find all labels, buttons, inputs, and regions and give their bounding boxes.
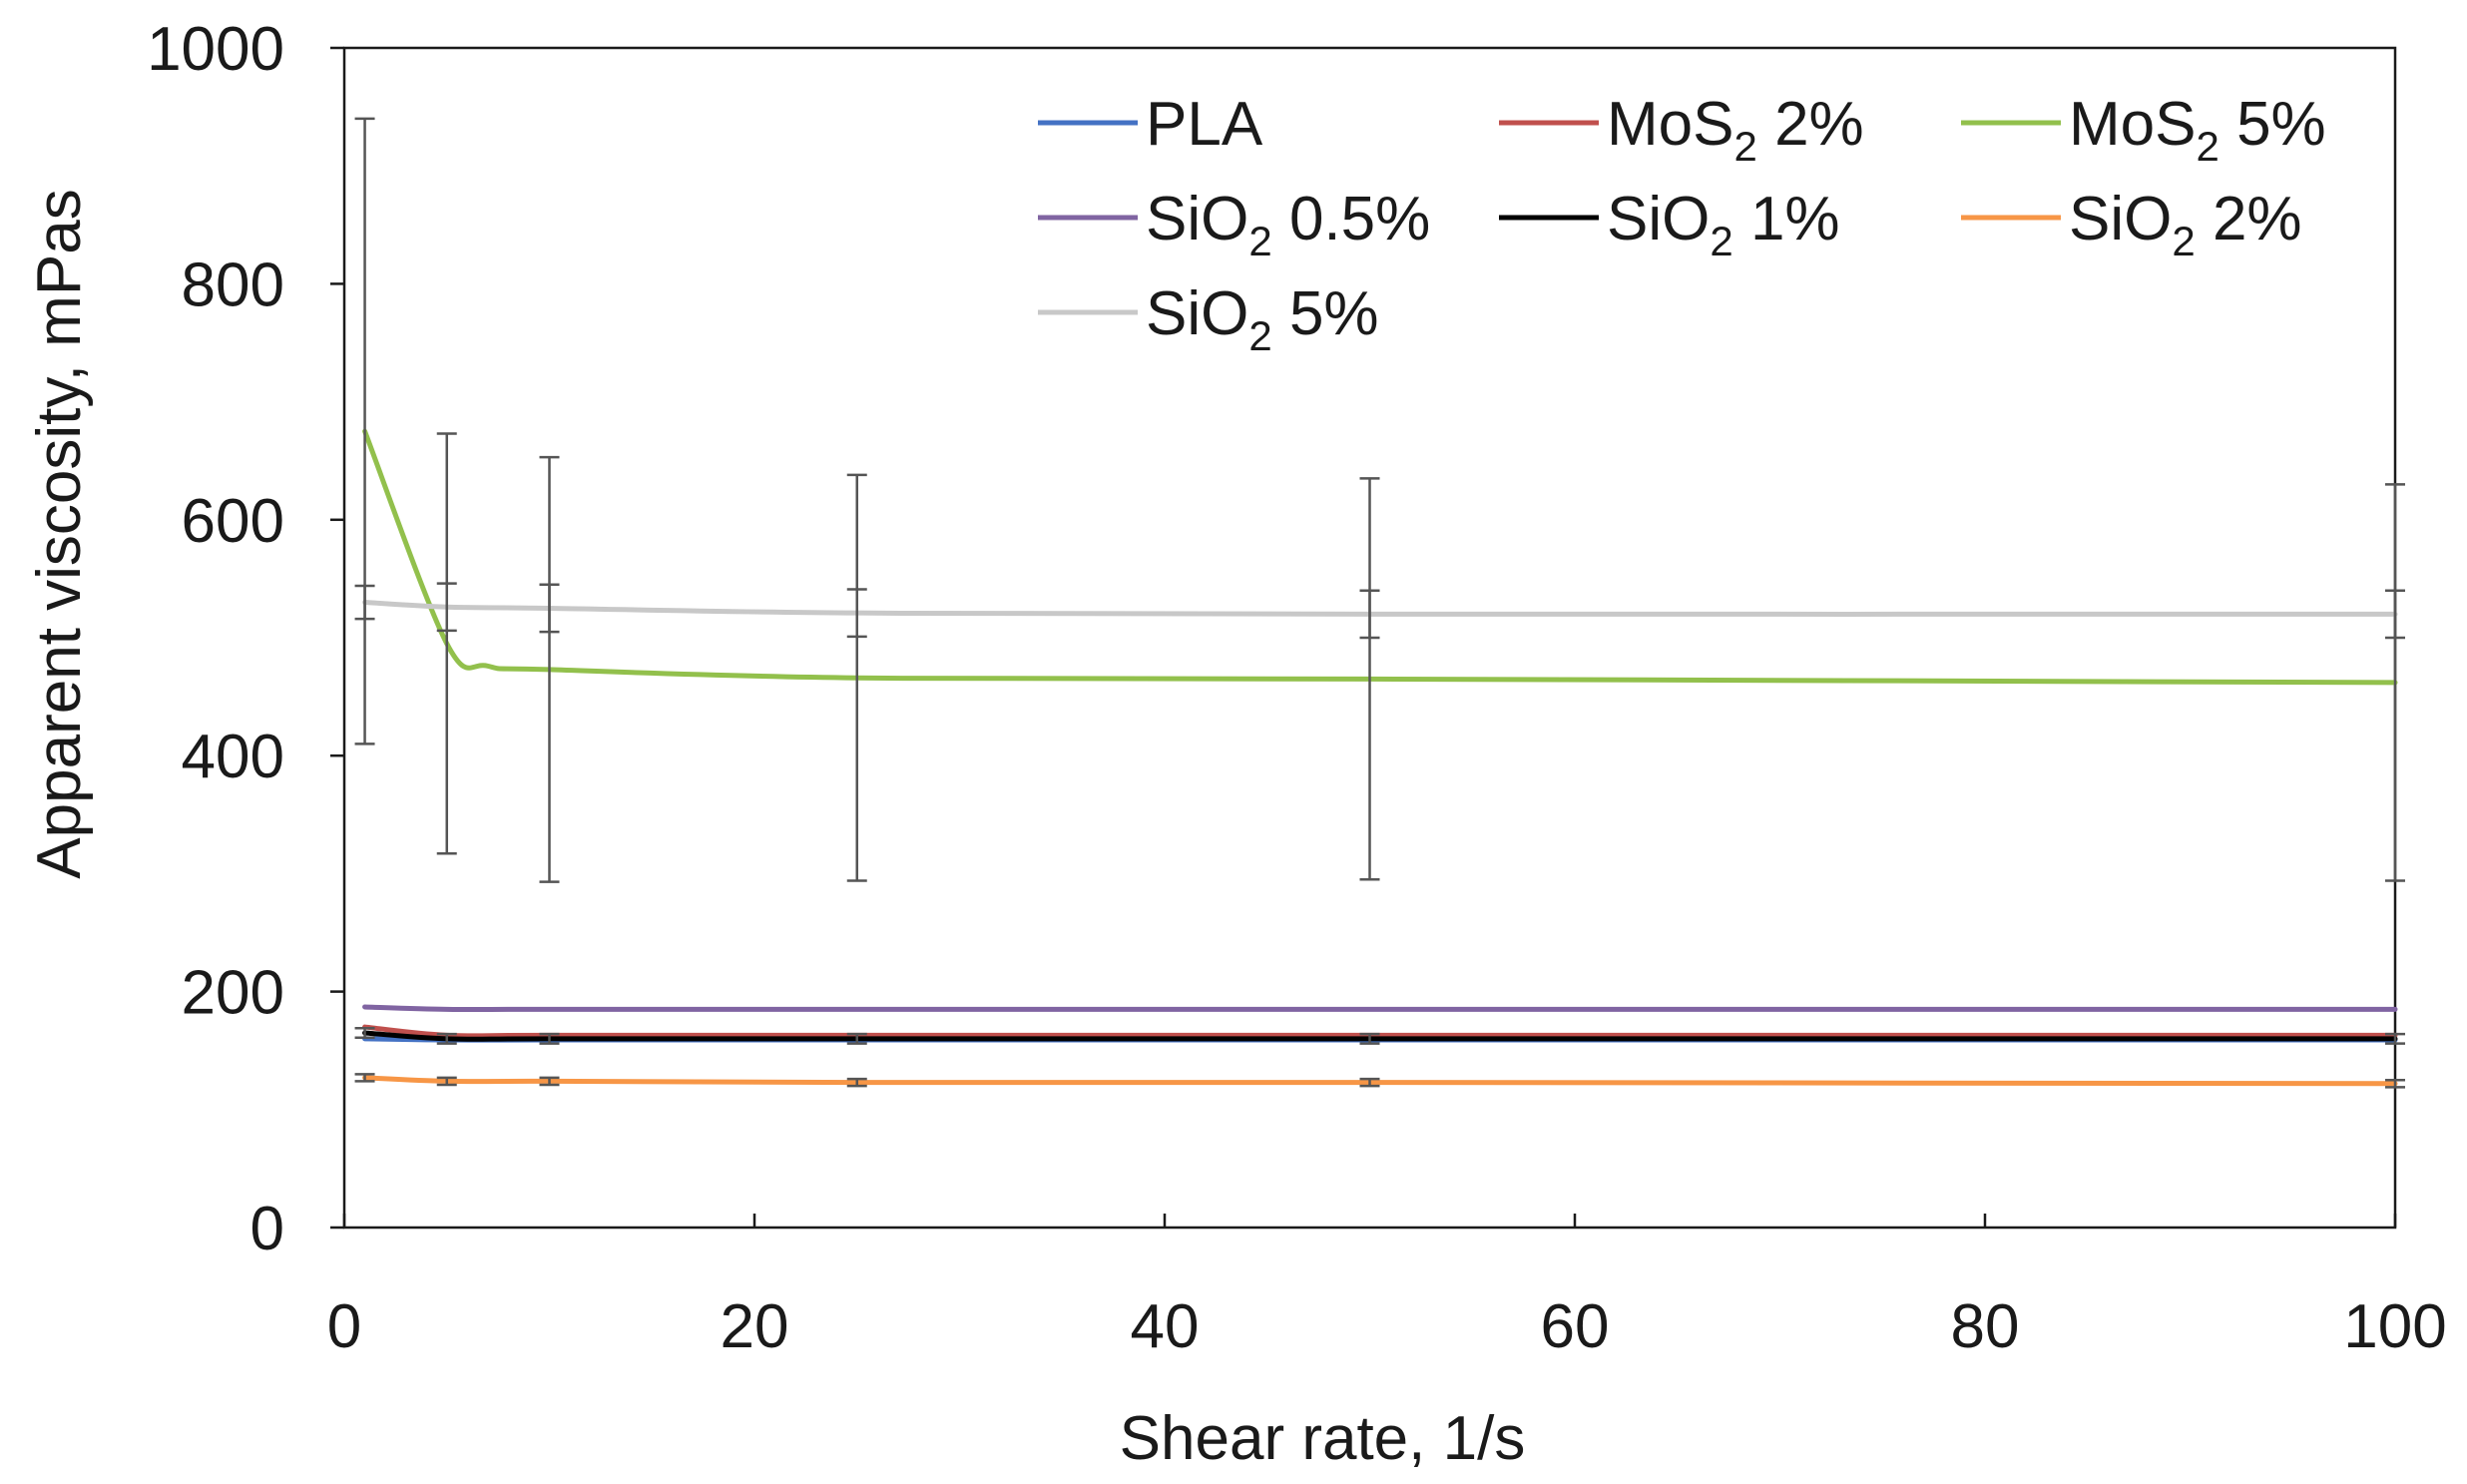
y-tick-label: 400 <box>182 723 284 791</box>
error-bar-sio2-1 <box>354 1026 375 1039</box>
x-tick-label: 0 <box>327 1292 361 1361</box>
x-axis-title: Shear rate, 1/s <box>1120 1404 1526 1473</box>
x-tick-label: 100 <box>2343 1292 2446 1361</box>
series-line-sio2-2 <box>362 1075 2398 1087</box>
series-lines <box>362 428 2398 1087</box>
series-line-sio2-5 <box>362 600 2398 617</box>
error-bar-sio2-5 <box>2385 589 2405 640</box>
legend-label: SiO2 2% <box>2069 185 2302 264</box>
error-bar-sio2-5 <box>846 588 867 639</box>
error-bars <box>354 117 2405 1089</box>
y-axis-ticks: 0 200 400 600 800 1000 <box>147 15 344 1263</box>
series-line-sio2-1 <box>362 1030 2398 1042</box>
error-bar-sio2-1 <box>1359 1032 1380 1045</box>
legend-label: SiO2 5% <box>1146 279 1379 359</box>
x-axis-ticks: 0 20 40 60 80 100 <box>327 1214 2447 1361</box>
error-bar-sio2-2 <box>539 1076 560 1087</box>
legend-label: MoS2 2% <box>1607 90 1864 170</box>
error-bar-mos2-5 <box>354 117 375 745</box>
error-bar-sio2-2 <box>354 1073 375 1083</box>
legend-item-sio2-5: SiO2 5% <box>1038 279 1379 359</box>
error-bar-sio2-1 <box>539 1032 560 1045</box>
y-tick-label: 0 <box>250 1195 284 1263</box>
legend-item-pla: PLA <box>1038 90 1263 159</box>
error-bar-mos2-5 <box>436 432 457 855</box>
error-bar-mos2-5 <box>2385 483 2405 882</box>
legend-item-sio2-0-5: SiO2 0.5% <box>1038 185 1430 264</box>
y-tick-label: 600 <box>182 487 284 556</box>
error-bar-sio2-5 <box>354 584 375 621</box>
x-tick-label: 20 <box>721 1292 789 1361</box>
error-bar-sio2-1 <box>2385 1032 2405 1045</box>
x-tick-label: 40 <box>1131 1292 1200 1361</box>
legend-label: SiO2 1% <box>1607 185 1840 264</box>
y-tick-label: 1000 <box>147 15 284 84</box>
error-bar-mos2-5 <box>1359 477 1380 881</box>
series-line-mos2-2 <box>362 1024 2398 1039</box>
error-bar-sio2-5 <box>1359 589 1380 640</box>
error-bar-sio2-2 <box>2385 1079 2405 1089</box>
legend-item-mos2-5: MoS2 5% <box>1961 90 2326 170</box>
y-tick-label: 200 <box>182 959 284 1028</box>
legend-label: MoS2 5% <box>2069 90 2326 170</box>
legend-item-mos2-2: MoS2 2% <box>1499 90 1864 170</box>
error-bar-sio2-2 <box>436 1076 457 1087</box>
legend-item-sio2-1: SiO2 1% <box>1499 185 1840 264</box>
y-axis-title: Apparent viscosity, mPas <box>25 189 94 878</box>
legend-label: PLA <box>1146 90 1263 159</box>
error-bar-sio2-1 <box>436 1032 457 1045</box>
error-bar-sio2-2 <box>1359 1077 1380 1088</box>
error-bar-sio2-1 <box>846 1032 867 1045</box>
error-bar-mos2-5 <box>539 455 560 883</box>
error-bar-sio2-5 <box>539 583 560 634</box>
x-tick-label: 60 <box>1541 1292 1610 1361</box>
error-bar-sio2-2 <box>846 1077 867 1088</box>
error-bar-sio2-5 <box>436 582 457 633</box>
y-tick-label: 800 <box>182 250 284 319</box>
series-line-sio2-0-5 <box>362 1004 2398 1013</box>
legend-item-sio2-2: SiO2 2% <box>1961 185 2302 264</box>
x-tick-label: 80 <box>1951 1292 2020 1361</box>
legend: PLA MoS2 2% MoS2 5% SiO2 0.5% SiO2 1% SiO2 2%… <box>1038 90 2326 359</box>
legend-label: SiO2 0.5% <box>1146 185 1430 264</box>
error-bar-mos2-5 <box>846 473 867 882</box>
